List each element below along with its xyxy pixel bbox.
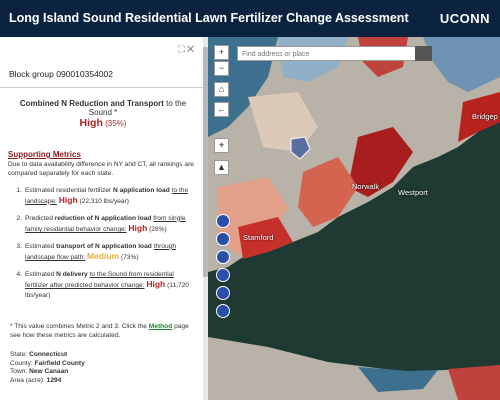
metric-text: Estimated transport of N application loa… xyxy=(25,242,198,263)
map-label: Westport xyxy=(398,188,428,197)
metric-value: (11,720 lbs/year) xyxy=(25,282,189,300)
metrics-note: Due to data availability difference in N… xyxy=(8,161,194,178)
zoom-out[interactable]: − xyxy=(214,61,229,76)
logo[interactable]: UCONN xyxy=(439,11,490,26)
land-beige xyxy=(248,92,318,152)
long-island xyxy=(208,337,500,400)
land-orange xyxy=(298,157,358,227)
map[interactable] xyxy=(208,37,500,400)
search-button[interactable] xyxy=(415,46,432,61)
search-box[interactable]: Find address or place xyxy=(237,46,432,61)
footnote-text: * This value combines Metric 2 and 3. Cl… xyxy=(10,323,147,330)
metric-number: 4. xyxy=(16,270,23,278)
metric-rest: to the landscape: xyxy=(25,186,189,205)
metric-rating: Medium xyxy=(86,251,120,262)
scrollbar[interactable] xyxy=(203,37,208,400)
app-title: Long Island Sound Residential Lawn Ferti… xyxy=(9,11,409,25)
detail-value: 1294 xyxy=(46,376,62,384)
detail-value: Fairfield County xyxy=(34,359,85,367)
method-link[interactable]: Method xyxy=(148,323,173,330)
land-blue xyxy=(358,367,438,392)
metrics: Supporting Metrics Due to data availabil… xyxy=(8,149,198,300)
metric-item: 3. Estimated transport of N application l… xyxy=(10,242,198,263)
metric-item: 4. Estimated N delivery to the Sound from… xyxy=(10,270,198,300)
tool-button[interactable] xyxy=(216,286,230,300)
locate[interactable]: ⌖ xyxy=(214,138,229,153)
detail-row: Town: New Canaan xyxy=(10,368,196,377)
metric-lead: Estimated residential fertilizer xyxy=(25,186,112,194)
land-red xyxy=(348,127,413,197)
home[interactable]: ⌂ xyxy=(214,82,229,97)
metric-text: Estimated residential fertilizer N appli… xyxy=(25,186,198,207)
metric-item: 2. Predicted reduction of N application l… xyxy=(10,214,198,235)
land-red xyxy=(448,365,500,400)
footnote: * This value combines Metric 2 and 3. Cl… xyxy=(10,322,196,340)
land-blue xyxy=(423,37,500,92)
tool-button[interactable] xyxy=(216,268,230,282)
land-red xyxy=(238,217,293,259)
detail-row: Area (acre): 1294 xyxy=(10,377,196,386)
back[interactable]: ← xyxy=(214,102,229,117)
metric-lead: Estimated xyxy=(25,242,55,250)
metric-number: 1. xyxy=(16,186,23,194)
detail-label: Town: xyxy=(10,368,28,376)
detail-row: State: Connecticut xyxy=(10,351,196,360)
metric-strong: transport of N application load xyxy=(56,242,152,250)
scroll-thumb[interactable] xyxy=(203,47,208,277)
metric-strong: N application load xyxy=(112,186,170,194)
metric-text: Predicted reduction of N application loa… xyxy=(25,214,198,235)
metric-rest: through landscape flow path: xyxy=(25,242,177,262)
separator xyxy=(0,87,204,88)
metric-value: (28%) xyxy=(149,225,167,233)
metric-strong: N delivery xyxy=(56,270,88,278)
metric-value: (73%) xyxy=(120,254,139,262)
summary-percent: (35%) xyxy=(105,119,127,128)
panel-heading: Block group 090010354002 xyxy=(9,69,113,79)
selected-block[interactable] xyxy=(290,136,311,160)
metric-item: 1. Estimated residential fertilizer N app… xyxy=(10,186,198,207)
summary-rating: High xyxy=(79,117,103,129)
detail-label: State: xyxy=(10,351,28,358)
detail-label: County: xyxy=(10,359,33,367)
details: State: Connecticut County: Fairfield Coun… xyxy=(10,351,196,385)
side-panel: ⛶ ✕ Block group 090010354002 Combined N … xyxy=(0,37,204,400)
panel-icons[interactable]: ⛶ ✕ xyxy=(178,44,194,54)
header: Long Island Sound Residential Lawn Ferti… xyxy=(0,0,500,37)
summary-title: Combined N Reduction and Transport xyxy=(19,99,164,108)
map-label: Bridgep xyxy=(472,112,498,121)
map-label: Stamford xyxy=(243,233,274,242)
zoom-in[interactable]: + xyxy=(214,45,229,60)
map-label: Norwalk xyxy=(352,182,380,191)
compass[interactable]: ▲ xyxy=(214,160,229,175)
metric-rating: High xyxy=(146,279,166,290)
metric-lead: Predicted xyxy=(25,214,53,222)
metric-rest: from single family residential behavior … xyxy=(25,214,186,233)
detail-label: Area (acre): xyxy=(10,376,45,384)
detail-row: County: Fairfield County xyxy=(10,360,196,369)
metric-rating: High xyxy=(128,222,148,233)
detail-value: Connecticut xyxy=(29,351,68,358)
detail-value: New Canaan xyxy=(29,368,69,376)
metric-rating: High xyxy=(58,194,78,205)
metric-rest: to the Sound from residential fertilizer… xyxy=(25,270,174,290)
tool-button[interactable] xyxy=(216,214,230,228)
metrics-title: Supporting Metrics xyxy=(8,150,81,159)
metric-text: Estimated N delivery to the Sound from r… xyxy=(25,270,198,300)
tool-button[interactable] xyxy=(216,304,230,318)
tool-button[interactable] xyxy=(216,250,230,264)
metric-list: 1. Estimated residential fertilizer N app… xyxy=(8,186,198,301)
metric-strong: reduction of N application load xyxy=(54,214,152,222)
metric-number: 3. xyxy=(16,242,23,250)
tool-button[interactable] xyxy=(216,232,230,246)
footnote-text: page see how these metrics are calculate… xyxy=(10,323,189,340)
summary: Combined N Reduction and Transport to th… xyxy=(8,99,198,129)
metric-number: 2. xyxy=(16,214,23,222)
metric-lead: Estimated xyxy=(25,270,55,278)
metric-value: (22,310 lbs/year) xyxy=(79,197,129,205)
land-red xyxy=(458,92,500,142)
summary-title-tail: to the Sound * xyxy=(88,99,187,117)
